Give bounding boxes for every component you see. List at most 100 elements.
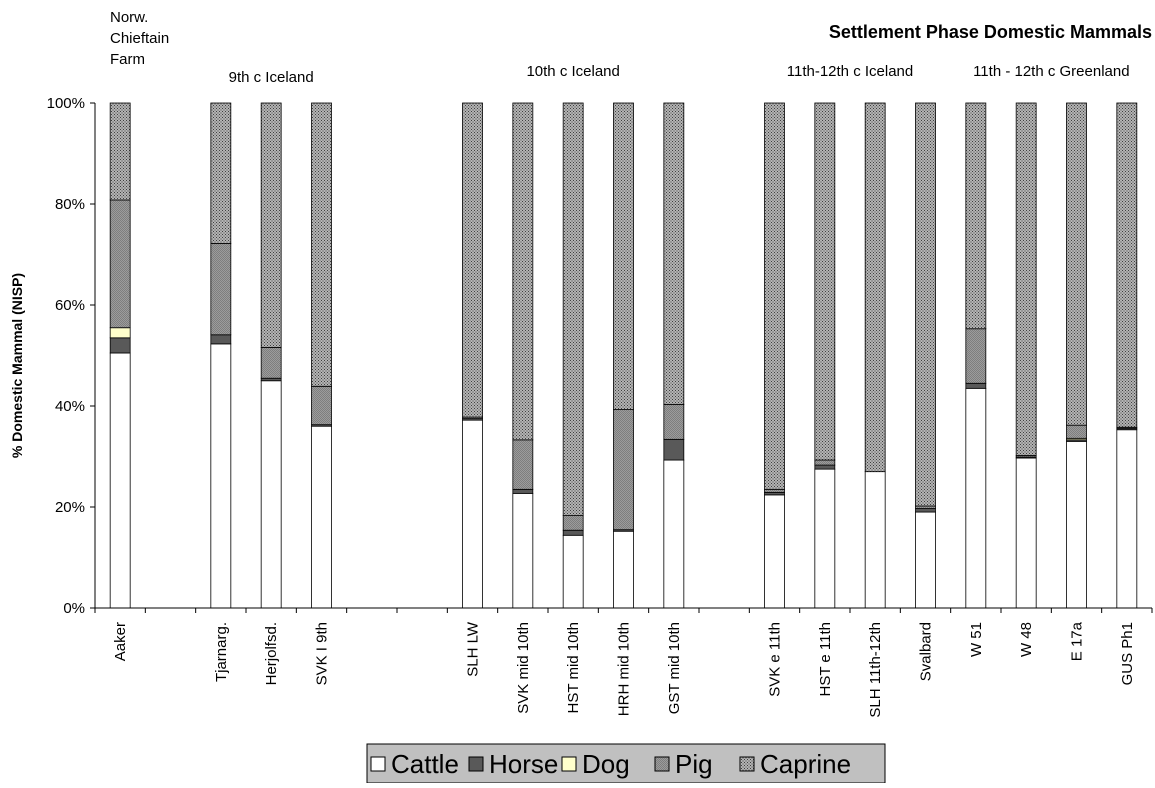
bar-segment-pig [663, 404, 685, 440]
x-tick-label: HRH mid 10th [616, 622, 633, 716]
bar-stack [613, 102, 634, 609]
bar-segment-caprine [613, 102, 634, 410]
bar-segment-pig [210, 242, 232, 336]
x-axis: Aaker Tjarnarg. Herjolfsd. SVK I 9th SLH LW S… [94, 607, 1153, 718]
y-tick-label: 60% [55, 297, 85, 314]
bar-segment-pig [260, 347, 282, 379]
bar-stack [109, 102, 131, 609]
legend-swatch-caprine [739, 756, 755, 772]
y-tick-label: 0% [63, 600, 85, 617]
x-tick-label: HST mid 10th [565, 622, 582, 713]
legend-label: Pig [675, 749, 713, 779]
group-label: 11th - 12th c Greenland [973, 63, 1130, 80]
bar-segment-pig [965, 328, 987, 384]
bar-segment-cattle [864, 471, 886, 609]
bar-segment-horse [965, 382, 987, 389]
bar-segment-pig [1066, 424, 1087, 439]
x-tick-label: SVK e 11th [767, 622, 784, 697]
x-tick-label: Aaker [112, 622, 129, 661]
bar-segment-cattle [814, 468, 836, 609]
bar-segment-caprine [311, 102, 332, 387]
bar-segment-horse [512, 488, 534, 494]
bar-segment-pig [764, 488, 785, 493]
x-tick-label: GUS Ph1 [1119, 622, 1136, 685]
bar-segment-pig [512, 439, 534, 490]
bar-segment-horse [562, 529, 584, 536]
bar-stack [210, 102, 232, 609]
bar-segment-caprine [814, 102, 836, 461]
bar-segment-cattle [764, 494, 785, 609]
bar-segment-pig [562, 515, 584, 531]
bar-stack [1066, 102, 1087, 609]
x-tick-label: SVK I 9th [314, 622, 331, 685]
bar-segment-dog [109, 327, 131, 339]
x-tick-label: SLH 11th-12th [867, 622, 884, 718]
group-label: 9th c Iceland [229, 69, 314, 86]
bar-segment-caprine [915, 102, 936, 507]
bar-segment-cattle [260, 380, 282, 609]
bar-segment-cattle [1116, 429, 1138, 609]
bar-segment-caprine [210, 102, 232, 244]
bar-segment-caprine [1015, 102, 1037, 456]
bar-segment-pig [613, 409, 634, 531]
bar-segment-caprine [864, 102, 886, 473]
bar-stack [562, 102, 584, 609]
legend-swatch-pig [654, 756, 670, 772]
bar-segment-cattle [462, 419, 483, 609]
bar-segment-cattle [210, 343, 232, 609]
bar-segment-caprine [764, 102, 785, 490]
bar-segment-cattle [562, 534, 584, 609]
x-tick-label: E 17a [1069, 621, 1086, 661]
bar-stack [462, 102, 483, 609]
bar-segment-horse [210, 334, 232, 345]
bar-stack [965, 102, 987, 609]
bar-stack [764, 102, 785, 609]
bar-segment-cattle [109, 352, 131, 609]
x-tick-label: Herjolfsd. [263, 622, 280, 685]
y-tick-label: 100% [47, 95, 85, 112]
bars [109, 102, 1138, 609]
bar-segment-horse [663, 438, 685, 461]
bar-stack [814, 102, 836, 609]
x-tick-label: SLH LW [465, 621, 482, 677]
bar-segment-cattle [613, 530, 634, 609]
bar-stack [512, 102, 534, 609]
bar-stack [260, 102, 282, 609]
bar-segment-caprine [562, 102, 584, 516]
bar-segment-caprine [965, 102, 987, 330]
bar-stack [915, 102, 936, 609]
x-tick-label: W 48 [1018, 622, 1035, 657]
legend-label: Dog [582, 749, 630, 779]
y-tick-label: 80% [55, 196, 85, 213]
x-tick-label: Svalbard [918, 622, 935, 681]
legend-swatch-horse [468, 756, 484, 772]
bar-segment-pig [311, 385, 332, 426]
bar-segment-caprine [512, 102, 534, 441]
legend: Cattle Horse Dog Pig Caprine [366, 743, 886, 784]
legend-label: Horse [489, 749, 558, 779]
bar-segment-cattle [965, 387, 987, 609]
bar-segment-caprine [462, 102, 483, 418]
bar-segment-pig [109, 199, 131, 329]
bar-segment-horse [814, 464, 836, 470]
bar-segment-cattle [663, 459, 685, 609]
bar-segment-horse [109, 337, 131, 354]
x-tick-label: HST e 11th [817, 622, 834, 697]
group-label: Norw. Chieftain Farm [110, 9, 169, 68]
bar-segment-cattle [512, 492, 534, 609]
bar-segment-horse [915, 508, 936, 513]
x-tick-label: W 51 [968, 622, 985, 657]
bar-stack [663, 102, 685, 609]
bar-segment-pig [814, 459, 836, 466]
bar-segment-caprine [260, 102, 282, 348]
legend-swatch-dog [561, 756, 577, 772]
y-axis: 0% 20% 40% 60% 80% 100% [47, 95, 96, 617]
bar-stack [1015, 102, 1037, 609]
bar-segment-cattle [1066, 440, 1087, 609]
bar-segment-caprine [109, 102, 131, 201]
chart-title: Settlement Phase Domestic Mammals [829, 22, 1152, 42]
x-tick-label: SVK mid 10th [515, 622, 532, 714]
bar-segment-caprine [1116, 102, 1138, 428]
bar-segment-cattle [311, 425, 332, 609]
